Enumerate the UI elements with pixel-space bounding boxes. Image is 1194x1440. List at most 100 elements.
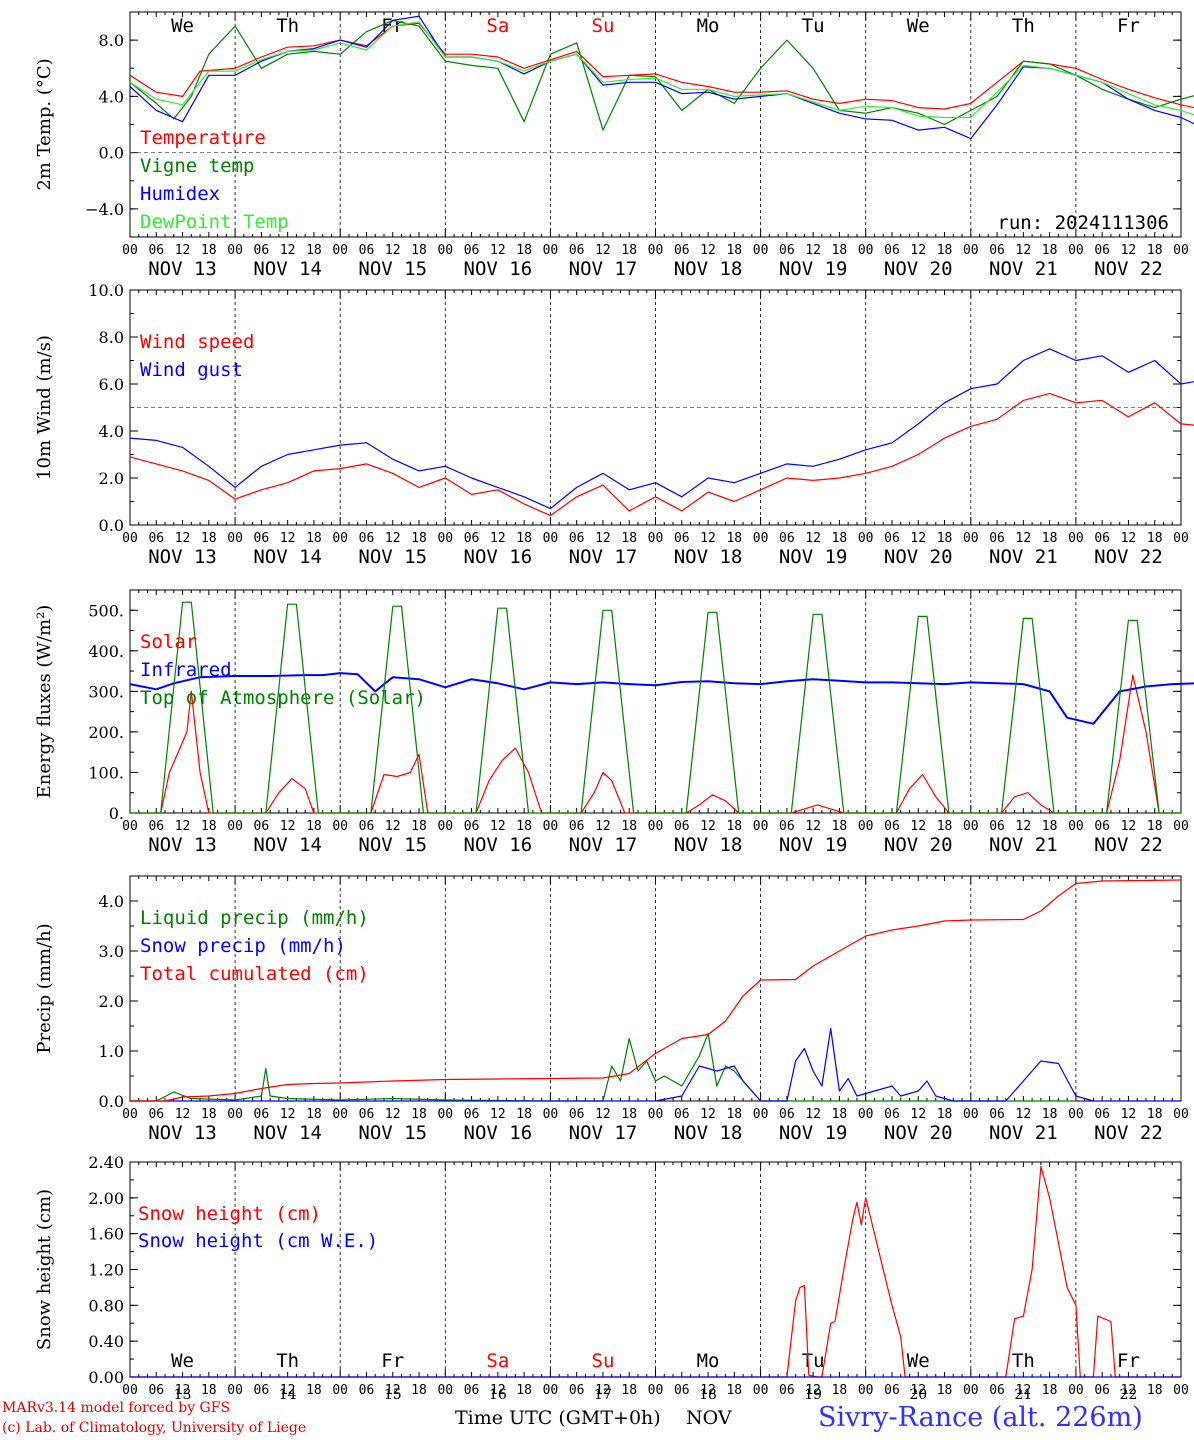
date-label: NOV 21	[989, 834, 1058, 856]
weekday-label: Tu	[802, 15, 825, 37]
hour-tick-label: 12	[175, 531, 191, 546]
hour-tick-label: 00	[963, 243, 979, 258]
hour-tick-label: 18	[832, 819, 848, 834]
hour-tick-label: 12	[175, 819, 191, 834]
hour-tick-label: 12	[1121, 531, 1137, 546]
hour-tick-label: 06	[464, 819, 480, 834]
hour-tick-label: 00	[122, 1383, 138, 1398]
hour-tick-label: 18	[411, 819, 427, 834]
y-tick-label: 0.00	[88, 1368, 124, 1387]
copyright-credit: (c) Lab. of Climatology, University of L…	[2, 1420, 307, 1436]
hour-tick-label: 18	[201, 819, 217, 834]
chart-panel-3: 0. 100. 200. 300. 400. 500. Energy fluxes (W/m…	[34, 589, 1194, 856]
hour-tick-label: 18	[516, 819, 532, 834]
hour-tick-label: 12	[700, 531, 716, 546]
y-tick-label: 1.0	[99, 1042, 124, 1061]
hour-tick-label: 06	[884, 1107, 900, 1122]
hour-tick-label: 06	[464, 1107, 480, 1122]
series-line	[129, 19, 1194, 131]
hour-tick-label: 12	[700, 819, 716, 834]
weekday-label: Tu	[802, 1350, 825, 1372]
hour-tick-label: 00	[648, 1107, 664, 1122]
hour-tick-label: 12	[700, 243, 716, 258]
hour-tick-label: 18	[726, 819, 742, 834]
hour-tick-label: 00	[332, 1107, 348, 1122]
hour-tick-label: 18	[1147, 819, 1163, 834]
hour-tick-label: 00	[437, 531, 453, 546]
hour-tick-label: 18	[1147, 531, 1163, 546]
hour-tick-label: 18	[411, 531, 427, 546]
date-label: NOV 21	[989, 258, 1058, 280]
date-label: NOV 16	[464, 546, 533, 568]
weekday-label: Th	[276, 1350, 299, 1372]
date-label: NOV 18	[674, 546, 743, 568]
hour-tick-label: 12	[490, 243, 506, 258]
y-tick-label: 10.0	[88, 281, 124, 300]
hour-tick-label: 00	[122, 819, 138, 834]
plot-frame	[129, 11, 1182, 238]
date-label: NOV 21	[989, 546, 1058, 568]
hour-tick-label: 18	[306, 531, 322, 546]
hour-tick-label: 18	[516, 531, 532, 546]
date-label: NOV 18	[674, 258, 743, 280]
hour-tick-label: 00	[753, 531, 769, 546]
hour-tick-label: 12	[805, 1107, 821, 1122]
hour-tick-label: 06	[359, 819, 375, 834]
hour-tick-label: 06	[464, 1383, 480, 1398]
legend-entry: Top of Atmosphere (Solar)	[140, 687, 426, 709]
weekday-label: Su	[592, 15, 615, 37]
hour-tick-label: 06	[254, 819, 270, 834]
weekday-label: Th	[1012, 15, 1035, 37]
hour-tick-label: 00	[963, 1383, 979, 1398]
hour-tick-label: 06	[569, 1107, 585, 1122]
hour-tick-label: 18	[306, 1383, 322, 1398]
date-label: NOV 15	[358, 258, 427, 280]
date-label: NOV 14	[253, 258, 322, 280]
hour-tick-label: 00	[1068, 243, 1084, 258]
day-number-label: 14	[279, 1387, 297, 1403]
hour-tick-label: 00	[543, 1383, 559, 1398]
hour-tick-label: 06	[989, 531, 1005, 546]
hour-tick-label: 00	[858, 1383, 874, 1398]
y-tick-label: 4.0	[99, 422, 124, 441]
series-line	[129, 672, 1194, 725]
date-label: NOV 13	[148, 546, 217, 568]
hour-tick-label: 18	[201, 531, 217, 546]
y-axis-label: Precip (mm/h)	[34, 923, 55, 1053]
hour-tick-label: 18	[1042, 1383, 1058, 1398]
day-number-label: 18	[699, 1387, 717, 1403]
hour-tick-label: 00	[543, 1107, 559, 1122]
legend-entry: Humidex	[140, 183, 220, 205]
hour-tick-label: 00	[963, 531, 979, 546]
weekday-label: We	[171, 15, 194, 37]
hour-tick-label: 12	[385, 531, 401, 546]
weekday-label: Mo	[697, 1350, 720, 1372]
hour-tick-label: 06	[148, 1107, 164, 1122]
hour-tick-label: 00	[122, 1107, 138, 1122]
hour-tick-label: 00	[648, 819, 664, 834]
hour-tick-label: 00	[648, 1383, 664, 1398]
model-credit: MARv3.14 model forced by GFS	[2, 1400, 231, 1416]
day-number-label: 20	[909, 1387, 927, 1403]
hour-tick-label: 12	[1121, 1383, 1137, 1398]
hour-tick-label: 06	[254, 1107, 270, 1122]
hour-tick-label: 06	[674, 819, 690, 834]
y-tick-label: 0.40	[88, 1332, 124, 1351]
hour-tick-label: 00	[1068, 1107, 1084, 1122]
hour-tick-label: 18	[832, 1383, 848, 1398]
date-label: NOV 22	[1094, 1122, 1163, 1144]
hour-tick-label: 06	[884, 819, 900, 834]
hour-tick-label: 00	[648, 531, 664, 546]
hour-tick-label: 00	[122, 531, 138, 546]
hour-tick-label: 12	[175, 1107, 191, 1122]
hour-tick-label: 18	[516, 243, 532, 258]
hour-tick-label: 18	[621, 1107, 637, 1122]
hour-tick-label: 18	[621, 531, 637, 546]
day-number-label: 16	[489, 1387, 507, 1403]
hour-tick-label: 00	[858, 531, 874, 546]
hour-tick-label: 18	[201, 243, 217, 258]
legend-entry: Total cumulated (cm)	[140, 963, 369, 985]
hour-tick-label: 06	[148, 1383, 164, 1398]
run-annotation: run: 2024111306	[997, 212, 1169, 234]
